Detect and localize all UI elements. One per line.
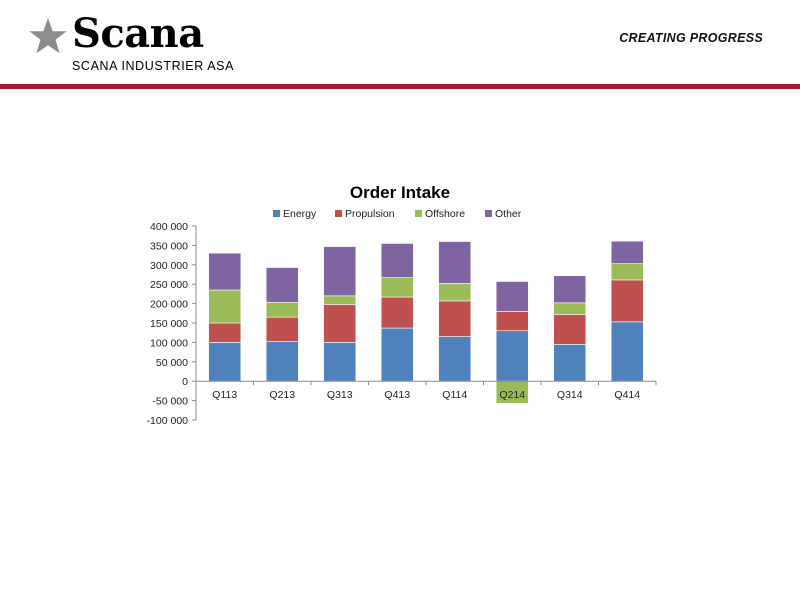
y-tick-label: -100 000 (147, 415, 189, 427)
x-tick-label: Q313 (327, 389, 353, 401)
star-icon (29, 18, 67, 54)
x-tick-label: Q413 (384, 389, 410, 401)
y-tick-label: -50 000 (152, 396, 188, 408)
bar-energy-q113 (208, 342, 242, 382)
bar-other-q313 (323, 246, 357, 297)
bar-other-q414 (610, 240, 644, 264)
bar-offshore-q213 (265, 302, 299, 318)
company-name: SCANA INDUSTRIER ASA (72, 59, 235, 73)
chart-bars (208, 240, 644, 404)
bar-propulsion-q414 (610, 279, 644, 323)
bar-energy-q414 (610, 321, 644, 382)
bar-offshore-q414 (610, 263, 644, 281)
x-tick-label: Q314 (557, 389, 583, 401)
bar-offshore-q413 (380, 277, 414, 298)
y-tick-label: 350 000 (150, 240, 188, 252)
legend-swatch-propulsion (335, 210, 342, 217)
legend-label-propulsion: Propulsion (345, 208, 395, 220)
y-tick-label: 250 000 (150, 279, 188, 291)
chart-legend: Energy Propulsion Offshore Other (273, 208, 522, 220)
bar-other-q113 (208, 252, 242, 291)
tagline: CREATING PROGRESS (619, 31, 763, 45)
x-tick-label: Q214 (499, 389, 525, 401)
x-tick-label: Q213 (269, 389, 295, 401)
legend-label-offshore: Offshore (425, 208, 465, 220)
legend-label-other: Other (495, 208, 522, 220)
brand-name: Scana (72, 10, 204, 57)
bar-other-q214 (495, 281, 529, 312)
bar-other-q114 (438, 241, 472, 284)
x-axis: Q113 Q213 Q313 Q413 Q114 Q214 Q314 Q414 (195, 380, 657, 401)
x-tick-label: Q414 (614, 389, 640, 401)
y-tick-label: 400 000 (150, 221, 188, 233)
bar-energy-q413 (380, 327, 414, 382)
bar-propulsion-q413 (380, 296, 414, 329)
header-divider (0, 84, 800, 89)
bar-offshore-q313 (323, 295, 357, 305)
y-tick-label: 100 000 (150, 337, 188, 349)
bar-energy-q214 (495, 330, 529, 382)
chart-title: Order Intake (350, 183, 450, 202)
scana-logo: Scana SCANA INDUSTRIER ASA (28, 10, 268, 76)
legend-label-energy: Energy (283, 208, 317, 220)
bar-energy-q314 (553, 344, 587, 382)
y-tick-label: 150 000 (150, 318, 188, 330)
y-axis: 400 000 350 000 300 000 250 000 200 000 150 0… (147, 221, 197, 427)
bar-energy-q213 (265, 341, 299, 382)
bar-offshore-q113 (208, 289, 242, 324)
x-tick-label: Q113 (212, 389, 237, 401)
bar-offshore-q114 (438, 283, 472, 302)
legend-swatch-energy (273, 210, 280, 217)
x-tick-label: Q114 (442, 389, 467, 401)
y-tick-label: 200 000 (150, 299, 188, 311)
bar-other-q314 (553, 275, 587, 304)
bar-propulsion-q313 (323, 304, 357, 343)
bar-energy-q114 (438, 336, 472, 382)
bar-propulsion-q214 (495, 311, 529, 332)
legend-swatch-offshore (415, 210, 422, 217)
bar-propulsion-q113 (208, 322, 242, 343)
bar-propulsion-q314 (553, 314, 587, 345)
bar-energy-q313 (323, 342, 357, 382)
legend-swatch-other (485, 210, 492, 217)
y-tick-label: 0 (182, 376, 188, 388)
y-tick-label: 50 000 (156, 357, 188, 369)
bar-other-q213 (265, 267, 299, 303)
y-tick-label: 300 000 (150, 260, 188, 272)
bar-offshore-q314 (553, 302, 587, 315)
bar-other-q413 (380, 243, 414, 278)
bar-propulsion-q213 (265, 316, 299, 342)
bar-propulsion-q114 (438, 300, 472, 337)
